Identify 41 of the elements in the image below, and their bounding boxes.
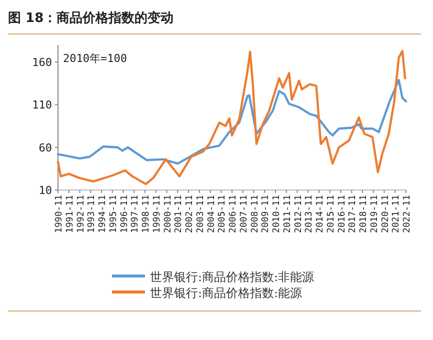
x-tick-label: 2018-11: [359, 195, 369, 233]
x-tick-label: 1996-11: [120, 195, 130, 233]
x-tick-label: 1990-11: [54, 195, 64, 233]
x-tick-label: 2014-11: [316, 195, 326, 233]
x-tick-label: 2021-11: [392, 195, 402, 233]
x-tick-label: 2022-11: [402, 195, 412, 233]
x-tick-label: 2012-11: [294, 195, 304, 233]
x-tick-label: 2006-11: [228, 195, 238, 233]
x-tick-label: 1999-11: [152, 195, 162, 233]
x-tick-label: 2003-11: [196, 195, 206, 233]
x-tick-label: 2005-11: [218, 195, 228, 233]
x-tick-label: 2007-11: [239, 195, 250, 233]
x-tick-label: 1993-11: [87, 195, 98, 233]
annotation: 2010年=100: [63, 52, 127, 65]
x-tick-label: 1998-11: [142, 195, 152, 233]
y-tick-label: 10: [38, 184, 52, 197]
x-tick-label: 2015-11: [326, 195, 336, 233]
x-tick-label: 2002-11: [185, 195, 195, 233]
x-tick-label: 1991-11: [65, 195, 76, 233]
x-tick-label: 2019-11: [370, 195, 380, 233]
x-tick-label: 1995-11: [108, 195, 119, 233]
x-tick-label: 2020-11: [380, 195, 391, 233]
x-tick-label: 1997-11: [130, 195, 141, 233]
x-tick-label: 2016-11: [337, 195, 348, 233]
x-tick-label: 1992-11: [76, 195, 86, 233]
x-tick-label: 2009-11: [261, 195, 272, 233]
x-tick-label: 2000-11: [163, 195, 174, 233]
x-tick-label: 2001-11: [174, 195, 184, 233]
x-tick-label: 2008-11: [250, 195, 260, 233]
x-tick-label: 2010-11: [272, 195, 282, 233]
x-tick-label: 2011-11: [282, 195, 293, 233]
legend-label: 世界银行:商品价格指数:非能源: [150, 270, 314, 284]
y-tick-label: 160: [32, 56, 52, 70]
x-tick-label: 1994-11: [98, 195, 108, 233]
x-tick-label: 2004-11: [206, 195, 217, 233]
legend-label: 世界银行:商品价格指数:能源: [150, 286, 302, 300]
title: 图 18：商品价格指数的变动: [8, 11, 174, 26]
y-tick-label: 60: [38, 141, 52, 154]
x-tick-label: 2013-11: [304, 195, 315, 233]
y-tick-label: 110: [32, 98, 52, 112]
x-tick-label: 2017-11: [348, 195, 358, 233]
